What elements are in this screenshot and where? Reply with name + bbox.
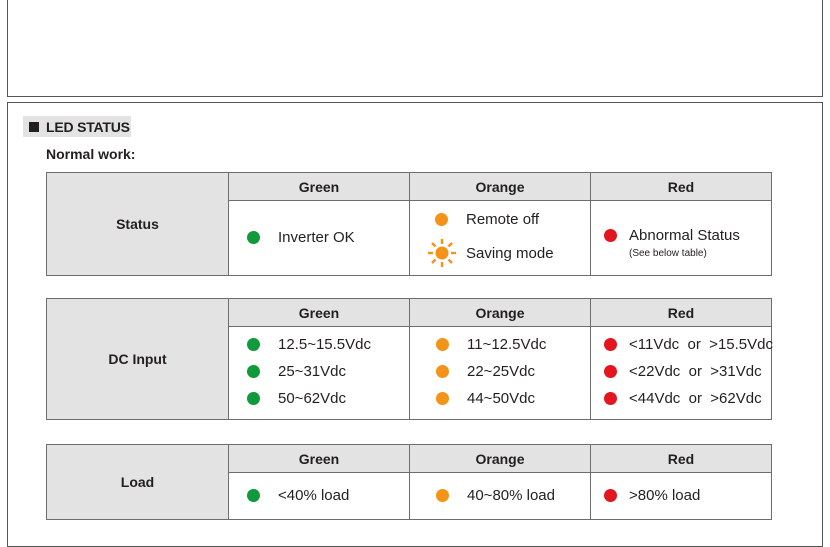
section-title-text: LED STATUS (46, 118, 130, 135)
status-red-label: Abnormal Status (629, 227, 740, 244)
list-item: 11~12.5Vdc (436, 336, 546, 353)
list-item: 40~80% load (436, 487, 555, 504)
red-led-icon (604, 392, 617, 405)
square-bullet-icon (29, 121, 39, 132)
load-green-cell: <40% load (228, 472, 410, 520)
status-table: Status Green Orange Red Inverter OK Remo… (46, 172, 772, 276)
list-item: <44Vdc or >62Vdc (604, 390, 762, 407)
list-item: 25~31Vdc (247, 363, 346, 380)
orange-led-icon (436, 392, 449, 405)
dc-input-table: DC Input Green Orange Red 12.5~15.5Vdc 2… (46, 298, 773, 420)
load-table: Load Green Orange Red <40% load 40~80% l… (46, 444, 772, 520)
load-row-header: Load (46, 444, 229, 520)
list-item: Remote off (435, 211, 539, 228)
orange-led-icon (436, 489, 449, 502)
dc-input-green-cell: 12.5~15.5Vdc 25~31Vdc 50~62Vdc (228, 326, 410, 420)
list-item: <11Vdc or >15.5Vdc (604, 336, 773, 353)
list-item: Inverter OK (247, 229, 355, 246)
status-red-cell: Abnormal Status (See below table) (590, 200, 772, 276)
subtitle: Normal work: (46, 146, 136, 162)
green-led-icon (247, 365, 260, 378)
status-orange-label-1: Remote off (466, 211, 540, 228)
red-led-icon (604, 489, 617, 502)
list-item: 12.5~15.5Vdc (247, 336, 371, 353)
red-led-icon (604, 338, 617, 351)
list-item: 22~25Vdc (436, 363, 535, 380)
green-led-icon (247, 231, 260, 244)
dc-input-row-header: DC Input (46, 298, 229, 420)
blinking-orange-led-icon (428, 239, 456, 267)
list-item: <40% load (247, 487, 349, 504)
list-item: Abnormal Status (604, 227, 740, 244)
status-green-label: Inverter OK (278, 229, 355, 246)
status-red-note: (See below table) (629, 248, 707, 259)
header-green: Green (228, 298, 410, 327)
load-red-cell: >80% load (590, 472, 772, 520)
dc-input-red-cell: <11Vdc or >15.5Vdc <22Vdc or >31Vdc <44V… (590, 326, 773, 420)
header-red: Red (590, 172, 772, 201)
status-orange-cell: Remote off Saving mode (409, 200, 591, 276)
list-item: >80% load (604, 487, 700, 504)
status-row-header: Status (46, 172, 229, 276)
green-led-icon (247, 338, 260, 351)
red-led-icon (604, 365, 617, 378)
list-item: <22Vdc or >31Vdc (604, 363, 762, 380)
section-title: LED STATUS (23, 116, 131, 137)
header-orange: Orange (409, 172, 591, 201)
list-item: 44~50Vdc (436, 390, 535, 407)
list-item: 50~62Vdc (247, 390, 346, 407)
status-orange-label-2: Saving mode (466, 245, 554, 262)
header-red: Red (590, 298, 772, 327)
orange-led-icon (435, 213, 448, 226)
header-red: Red (590, 444, 772, 473)
header-orange: Orange (409, 444, 591, 473)
orange-led-icon (436, 365, 449, 378)
status-green-cell: Inverter OK (228, 200, 410, 276)
load-orange-cell: 40~80% load (409, 472, 591, 520)
dc-input-orange-cell: 11~12.5Vdc 22~25Vdc 44~50Vdc (409, 326, 591, 420)
list-item: Saving mode (435, 245, 554, 262)
red-led-icon (604, 229, 617, 242)
orange-led-icon (436, 338, 449, 351)
green-led-icon (247, 392, 260, 405)
header-green: Green (228, 444, 410, 473)
top-panel (7, 0, 823, 97)
green-led-icon (247, 489, 260, 502)
header-green: Green (228, 172, 410, 201)
header-orange: Orange (409, 298, 591, 327)
